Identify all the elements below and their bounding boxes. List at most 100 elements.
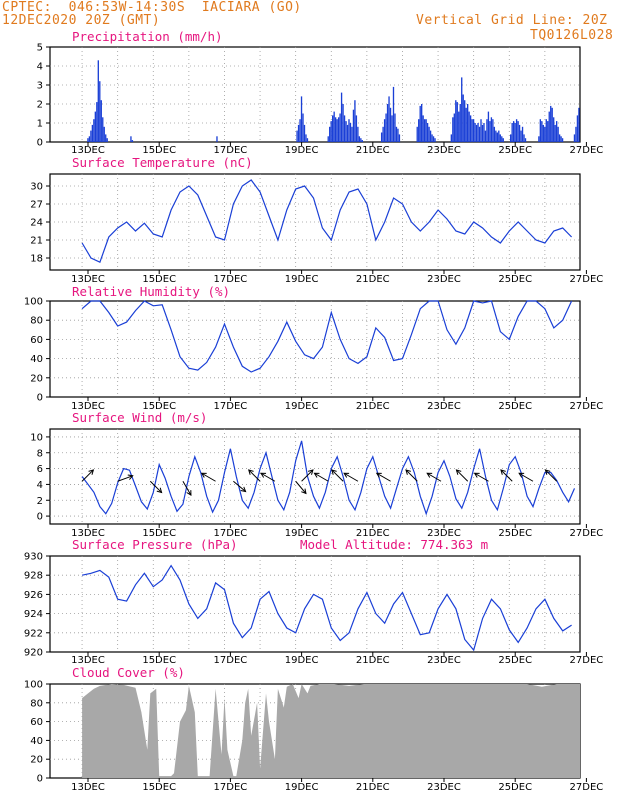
precip-bar [545,119,547,142]
wind-arrow [117,474,134,482]
precip-bar [397,128,399,142]
precip-bar [510,134,512,142]
precip-bar [489,121,491,142]
wind-ytick-label: 4 [37,480,43,491]
precip-bar [468,111,470,142]
wind-arrow [455,469,469,482]
precip-xtick-label: 25DEC [498,145,532,156]
precip-bar [456,102,458,142]
wind-ytick-label: 8 [37,448,43,459]
pres-series-line [81,564,572,652]
precip-bar [130,136,132,142]
precip-bar [333,111,335,142]
cloud-ytick-label: 60 [30,717,43,728]
wind-xtick-label: 25DEC [498,528,532,539]
precip-bar [97,60,99,142]
precip-ytick-label: 4 [37,62,43,73]
pres-xtick-label: 23DEC [427,655,461,666]
precip-bar [216,136,218,142]
precip-bar [471,119,473,142]
pres-xtick-label: 25DEC [498,655,532,666]
precip-bar [297,124,300,142]
precip-bar [91,124,94,142]
temp-xtick-label: 13DEC [71,274,105,285]
precip-bar [303,124,306,142]
pres-panel: 920 922 924 926 928 930 13DEC 15DEC 17DEC 19DEC 21… [24,537,603,666]
precip-bar [551,107,553,142]
precip-bar [469,115,472,142]
precip-bar [453,113,455,142]
wind-arrow [260,472,276,482]
temp-xtick-label: 27DEC [570,274,604,285]
precip-bar [345,121,347,142]
cloud-title: Cloud Cover (%) [72,665,185,680]
precip-bar [334,117,337,142]
precip-bar [461,77,463,142]
wind-arrow [233,480,247,493]
precip-bar [458,111,460,142]
rh-title: Relative Humidity (%) [72,284,230,299]
precip-bar [305,134,307,142]
precip-bar [416,126,418,142]
precip-bar [459,104,461,142]
precip-bar [555,121,558,142]
wind-title: Surface Wind (m/s) [72,410,207,425]
precip-bar [573,134,576,142]
precip-bar [524,138,527,142]
rh-xtick-label: 13DEC [71,401,105,412]
precip-bar [418,119,420,142]
wind-arrow [405,469,418,482]
precip-bar [425,119,427,142]
precip-bar [106,138,108,142]
precip-bar [539,119,542,142]
precip-bar [103,126,105,142]
precip-bar [355,115,358,142]
precip-bar [499,134,501,142]
pres-frame [49,555,581,653]
wind-arrow [301,469,314,482]
wind-arrow [426,472,442,482]
precip-ytick-label: 0 [37,138,43,149]
rh-series-line [81,300,573,373]
precip-bar [554,124,556,142]
precip-bar [493,126,496,142]
precip-bar [576,115,579,142]
precip-bar [329,126,331,142]
precip-bar [423,119,426,142]
precip-bar [561,138,564,142]
precip-bar [502,138,504,142]
temp-ytick-label: 21 [30,236,43,247]
temp-xtick-label: 15DEC [142,274,176,285]
wind-arrow [331,469,344,482]
precip-bar [346,124,349,142]
temp-ytick-label: 30 [30,182,43,193]
cloud-xtick-label: 23DEC [427,782,461,793]
precip-bar [105,134,107,142]
precip-bar [538,136,540,142]
pres-xtick-label: 19DEC [285,655,319,666]
precip-bar [382,126,384,142]
wind-arrow [473,472,489,482]
temp-xtick-label: 23DEC [427,274,461,285]
precip-bar [557,126,559,142]
wind-ytick-label: 2 [37,496,43,507]
header-grid-note: Vertical Grid Line: 20Z [416,13,608,28]
rh-ytick-label: 60 [30,335,43,346]
precip-xtick-label: 19DEC [285,145,319,156]
precip-bar [523,134,525,142]
cloud-ytick-label: 0 [37,774,43,785]
temp-xtick-label: 25DEC [498,274,532,285]
precip-bar [300,96,303,142]
rh-ytick-label: 40 [30,354,43,365]
precip-bar [512,121,515,142]
temp-xtick-label: 17DEC [214,274,248,285]
precip-bar [429,130,432,142]
wind-ytick-label: 6 [37,464,43,475]
wind-arrow [500,469,513,482]
precip-bar [296,130,298,142]
precip-bar [386,104,389,142]
precip-bar [383,119,386,142]
wind-xtick-label: 13DEC [71,528,105,539]
precip-bar [474,123,476,142]
